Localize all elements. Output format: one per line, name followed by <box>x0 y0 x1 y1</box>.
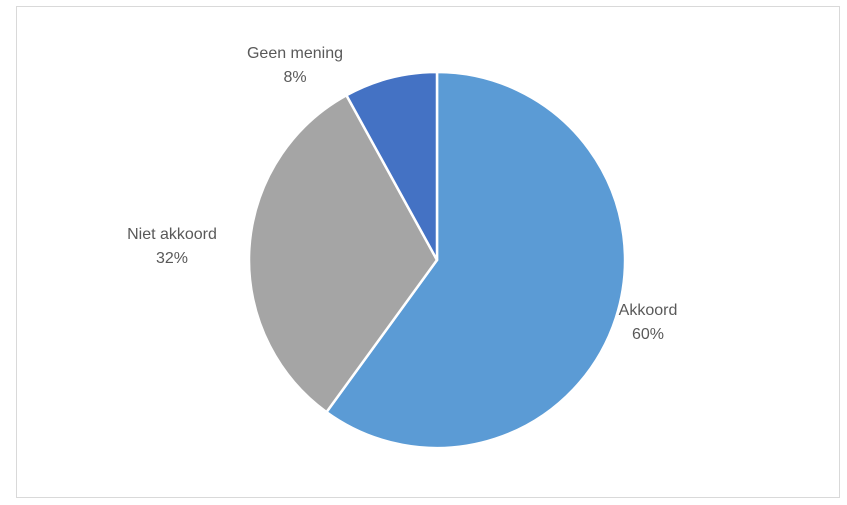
slice-name: Niet akkoord <box>127 226 217 243</box>
pie-chart: Akkoord 60% Niet akkoord 32% Geen mening 8% <box>127 45 678 450</box>
slice-name: Akkoord <box>619 302 678 319</box>
pie-slice-akkoord <box>325 70 627 450</box>
slice-percent: 8% <box>283 69 306 86</box>
slice-percent: 60% <box>632 326 664 343</box>
pie-slice-niet-akkoord <box>247 94 439 414</box>
slice-label-geen-mening: Geen mening 8% <box>247 45 343 86</box>
slice-percent: 32% <box>156 250 188 267</box>
slice-name: Geen mening <box>247 45 343 62</box>
pie-slice-geen-mening <box>345 70 439 262</box>
slice-label-niet-akkoord: Niet akkoord 32% <box>127 226 217 267</box>
chart-area: Akkoord 60% Niet akkoord 32% Geen mening 8% <box>16 6 840 498</box>
slice-label-akkoord: Akkoord 60% <box>619 302 678 343</box>
